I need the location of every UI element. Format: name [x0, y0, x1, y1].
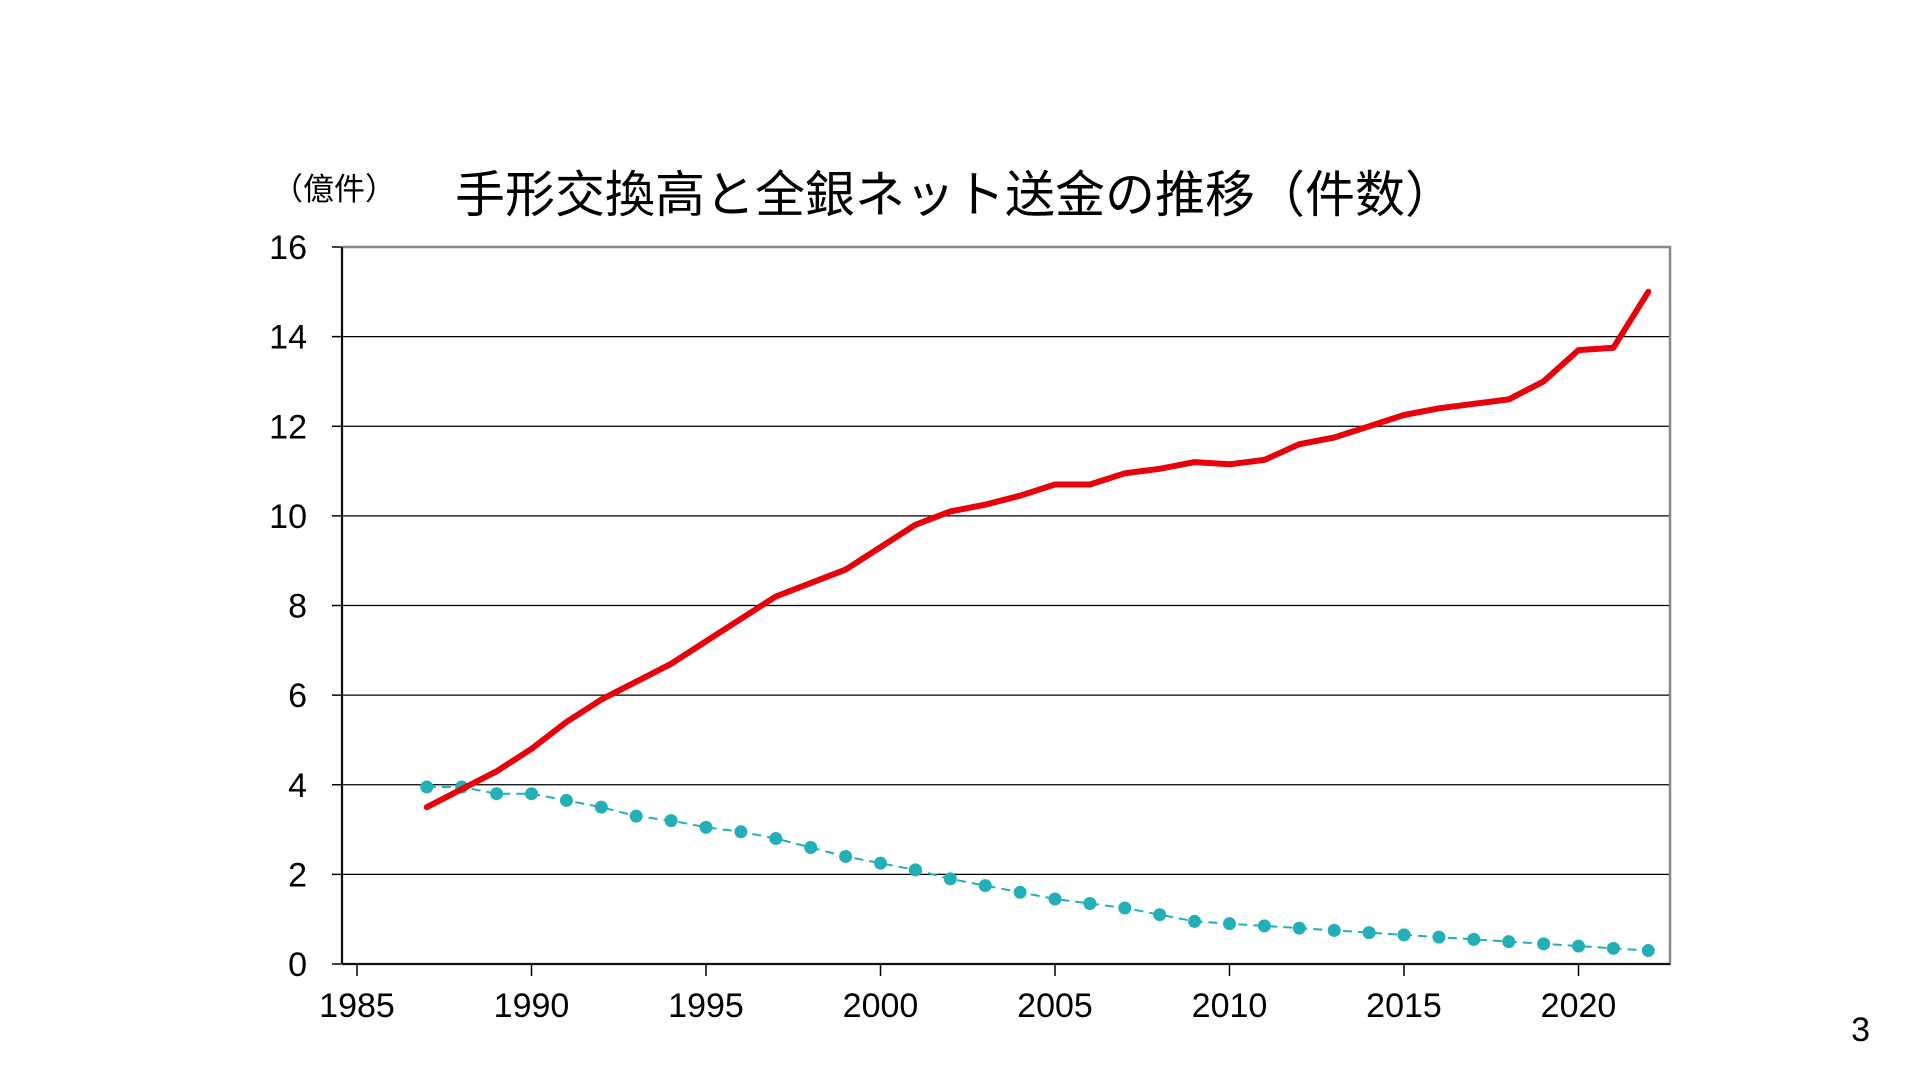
x-tick-label: 1985: [319, 987, 395, 1025]
series-teal-point: [525, 787, 538, 801]
x-tick-label: 2020: [1541, 987, 1617, 1025]
x-tick-label: 1990: [494, 987, 570, 1025]
series-teal-point: [490, 787, 504, 801]
series-teal-point: [1118, 901, 1132, 915]
series-teal-point: [874, 856, 887, 870]
series-red-line: [423, 288, 1652, 811]
tick-label-layer: 0 2 4 6 8 10 12 14 16 1985 1990 1995 2000 2005 2010 201…: [269, 229, 1616, 1025]
y-tick-label: 10: [269, 498, 307, 536]
series-teal-point: [1048, 892, 1062, 906]
series-teal-point: [1188, 914, 1202, 928]
chart-title: 手形交換高と全銀ネット送金の推移（件数）: [455, 166, 1455, 224]
grid-layer: [342, 335, 1670, 876]
series-teal-point: [1362, 926, 1376, 940]
y-tick-label: 16: [269, 229, 307, 267]
series-teal-point: [839, 849, 853, 863]
series-teal-point: [420, 780, 434, 794]
y-tick-label: 8: [288, 588, 307, 626]
x-tick-label: 1995: [668, 987, 744, 1025]
series-teal-point: [1083, 897, 1097, 911]
page-number: 3: [1851, 1011, 1870, 1049]
series-teal-point: [1537, 937, 1551, 951]
x-tick-label: 2005: [1017, 987, 1093, 1025]
series-teal-point: [664, 814, 678, 828]
series-teal-point: [559, 793, 573, 807]
series-teal-line: [426, 786, 1649, 952]
series-teal-point: [978, 879, 992, 893]
y-tick-label: 0: [288, 946, 307, 984]
y-tick-label: 4: [288, 767, 307, 805]
series-teal-point: [699, 820, 713, 834]
axis-layer: [332, 245, 1672, 976]
series-teal-point: [1397, 928, 1411, 942]
x-tick-label: 2010: [1192, 987, 1268, 1025]
series-teal-point: [1153, 908, 1167, 922]
series-teal-point: [1502, 935, 1516, 949]
series-teal-point: [1572, 939, 1585, 953]
y-tick-label: 12: [269, 408, 307, 446]
series-teal-point: [1013, 885, 1027, 899]
y-axis-unit-label: （億件）: [272, 172, 396, 208]
y-tick-label: 2: [288, 856, 307, 894]
series-teal-point: [1432, 930, 1446, 944]
series-teal-point: [1292, 921, 1306, 935]
series-teal-point: [908, 863, 922, 877]
y-tick-label: 6: [288, 677, 307, 715]
series-teal-point: [734, 825, 748, 839]
y-tick-label: 14: [269, 319, 307, 357]
series-teal-point: [943, 872, 957, 886]
series-teal-point: [804, 840, 818, 854]
series-teal-point: [1327, 923, 1341, 937]
series-teal-point: [629, 809, 643, 823]
series-teal-point: [1606, 941, 1620, 955]
series-teal-point: [1223, 917, 1236, 931]
series-layer: [420, 288, 1655, 958]
series-teal-point: [769, 832, 783, 846]
x-tick-label: 2000: [843, 987, 919, 1025]
x-tick-label: 2015: [1366, 987, 1442, 1025]
series-teal-point: [594, 800, 608, 814]
series-teal-point: [1467, 932, 1481, 946]
series-teal-point: [1257, 919, 1271, 933]
series-teal-point: [1641, 944, 1655, 958]
